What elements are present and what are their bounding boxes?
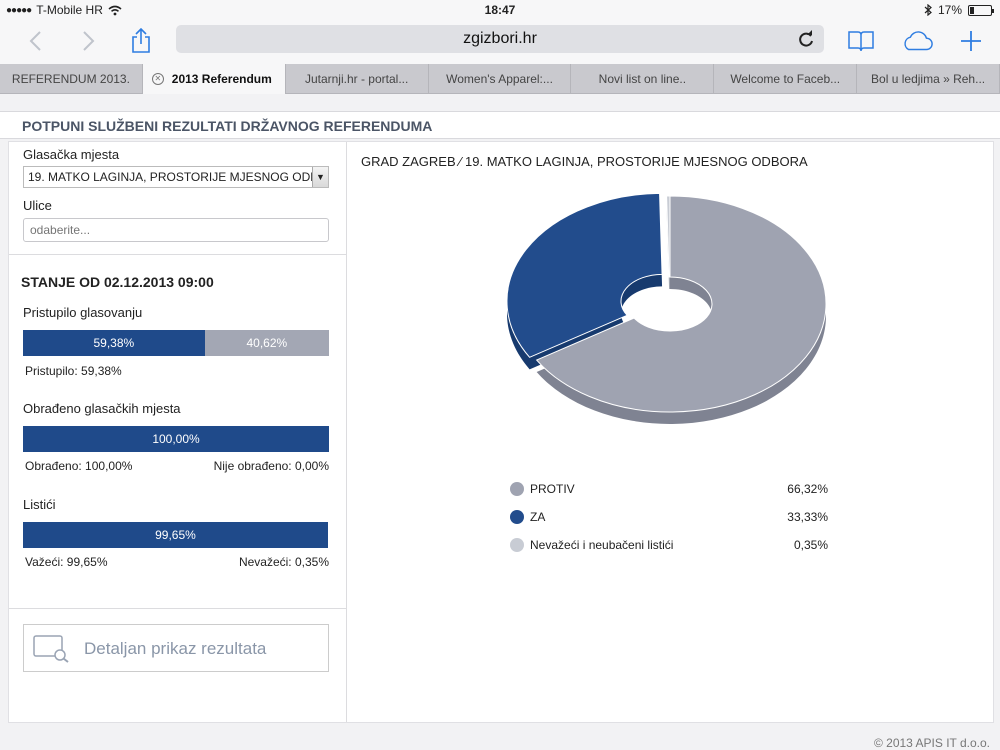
- right-column: GRAD ZAGREB ⁄ 19. MATKO LAGINJA, PROSTOR…: [348, 142, 993, 722]
- tab-jutarnji[interactable]: Jutarnji.hr - portal...: [286, 64, 429, 94]
- tab-bar: REFERENDUM 2013. ✕ 2013 Referendum Jutar…: [0, 64, 1000, 94]
- processed-label: Obrađeno glasačkih mjesta: [23, 401, 181, 416]
- url-text: zgizbori.hr: [463, 30, 537, 47]
- cloud-icon: [904, 31, 933, 51]
- address-bar[interactable]: zgizbori.hr: [176, 25, 824, 53]
- not-processed-caption: Nije obrađeno: 0,00%: [213, 459, 329, 473]
- share-icon: [132, 28, 150, 53]
- carrier-name: T-Mobile HR: [36, 3, 103, 17]
- close-tab-icon[interactable]: ✕: [151, 73, 164, 85]
- legend-swatch: [510, 482, 524, 496]
- ballots-label: Listići: [23, 497, 56, 512]
- slice-za: [506, 192, 663, 358]
- chevron-left-icon: [29, 31, 41, 51]
- turnout-bar: 59,38% 40,62%: [23, 330, 329, 356]
- legend-item: ZA 33,33%: [508, 506, 828, 534]
- icloud-tabs-button[interactable]: [900, 26, 934, 56]
- legend-label: PROTIV: [530, 482, 575, 496]
- invalid-caption: Nevažeći: 0,35%: [238, 555, 329, 569]
- footer-copyright: © 2013 APIS IT d.o.o.: [873, 736, 990, 750]
- page-title: POTPUNI SLUŽBENI REZULTATI DRŽAVNOG REFE…: [22, 118, 433, 134]
- legend-item: PROTIV 66,32%: [508, 478, 828, 506]
- chart-legend: PROTIV 66,32% ZA 33,33% Nevažeći i neubačeni…: [508, 478, 828, 562]
- tab-facebook[interactable]: Welcome to Faceb...: [714, 64, 858, 94]
- divider: [9, 608, 346, 609]
- processed-bar-fill: 100,00%: [23, 426, 329, 452]
- processed-caption: Obrađeno: 100,00%: [25, 459, 133, 473]
- web-page: POTPUNI SLUŽBENI REZULTATI DRŽAVNOG REFE…: [0, 95, 1000, 750]
- battery-icon: [968, 4, 994, 16]
- state-title: STANJE OD 02.12.2013 09:00: [21, 274, 214, 290]
- tab-referendum-2013[interactable]: REFERENDUM 2013.: [0, 64, 143, 94]
- legend-swatch: [510, 510, 524, 524]
- tab-womens-apparel[interactable]: Women's Apparel:...: [429, 64, 572, 94]
- turnout-label: Pristupilo glasovanju: [23, 305, 143, 320]
- polling-label: Glasačka mjesta: [23, 147, 120, 162]
- legend-swatch: [510, 538, 524, 552]
- forward-button[interactable]: [72, 26, 106, 56]
- tab-novi-list[interactable]: Novi list on line..: [571, 64, 715, 94]
- legend-label: ZA: [530, 510, 546, 524]
- legend-value: 33,33%: [787, 510, 828, 524]
- signal-indicator: ●●●●●: [6, 4, 32, 16]
- share-button[interactable]: [124, 26, 158, 56]
- slice-protiv: [535, 195, 827, 413]
- legend-value: 0,35%: [793, 538, 828, 552]
- status-bar: ●●●●● T-Mobile HR 18:47 17%: [0, 0, 1000, 20]
- new-tab-button[interactable]: [954, 26, 988, 56]
- turnout-caption: Pristupilo: 59,38%: [25, 364, 122, 378]
- processed-bar: 100,00%: [23, 426, 329, 452]
- legend-item: Nevažeći i neubačeni listići 0,35%: [508, 534, 828, 562]
- battery-percent: 17%: [937, 3, 962, 17]
- bluetooth-icon: [924, 4, 932, 16]
- polling-station-value: 19. MATKO LAGINJA, PROSTORIJE MJESNOG OD…: [28, 170, 329, 184]
- reload-icon[interactable]: [796, 29, 816, 49]
- streets-label: Ulice: [23, 198, 52, 213]
- magnifier-icon: [33, 635, 69, 663]
- chevron-right-icon: [83, 31, 95, 51]
- detailed-results-button[interactable]: Detaljan prikaz rezultata: [23, 624, 329, 672]
- divider: [9, 254, 346, 255]
- book-icon: [848, 31, 874, 52]
- turnout-bar-rest: 40,62%: [204, 330, 329, 356]
- wifi-icon: [108, 5, 122, 15]
- legend-value: 66,32%: [787, 482, 828, 496]
- tab-2013-referendum[interactable]: ✕ 2013 Referendum: [142, 64, 286, 94]
- breadcrumb: GRAD ZAGREB ⁄ 19. MATKO LAGINJA, PROSTOR…: [361, 154, 808, 169]
- page-header: POTPUNI SLUŽBENI REZULTATI DRŽAVNOG REFE…: [0, 111, 1000, 139]
- results-panel: Glasačka mjesta 19. MATKO LAGINJA, PROST…: [8, 141, 994, 723]
- ballots-bar-fill: 99,65%: [23, 522, 328, 548]
- valid-caption: Važeći: 99,65%: [25, 555, 108, 569]
- streets-input[interactable]: [23, 218, 329, 242]
- browser-toolbar: zgizbori.hr: [0, 20, 1000, 64]
- slice-nevazeci: [666, 195, 671, 278]
- status-time: 18:47: [484, 3, 516, 17]
- ballots-bar: 99,65%: [23, 522, 329, 548]
- plus-icon: [961, 31, 981, 51]
- left-column: Glasačka mjesta 19. MATKO LAGINJA, PROST…: [9, 142, 347, 722]
- turnout-bar-fill: 59,38%: [23, 330, 205, 356]
- legend-label: Nevažeći i neubačeni listići: [530, 538, 674, 552]
- tab-bol-u-ledjima[interactable]: Bol u ledjima » Reh...: [857, 64, 1000, 94]
- results-pie-chart: [506, 192, 827, 425]
- polling-station-select[interactable]: 19. MATKO LAGINJA, PROSTORIJE MJESNOG OD…: [23, 166, 329, 188]
- detailed-results-label: Detaljan prikaz rezultata: [84, 639, 267, 658]
- chevron-down-icon: ▼: [312, 167, 328, 187]
- bookmarks-button[interactable]: [844, 26, 878, 56]
- back-button[interactable]: [18, 26, 52, 56]
